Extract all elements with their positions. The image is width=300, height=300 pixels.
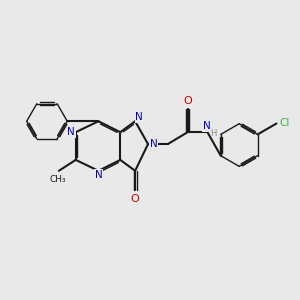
Text: CH₃: CH₃ [50, 175, 66, 184]
Text: N: N [150, 139, 157, 149]
Text: N: N [94, 170, 102, 180]
Text: O: O [183, 96, 192, 106]
Text: N: N [135, 112, 143, 122]
Text: O: O [131, 194, 140, 204]
Text: Cl: Cl [280, 118, 290, 128]
Text: N: N [68, 127, 75, 137]
Text: N: N [202, 121, 210, 131]
Text: H: H [210, 129, 216, 138]
